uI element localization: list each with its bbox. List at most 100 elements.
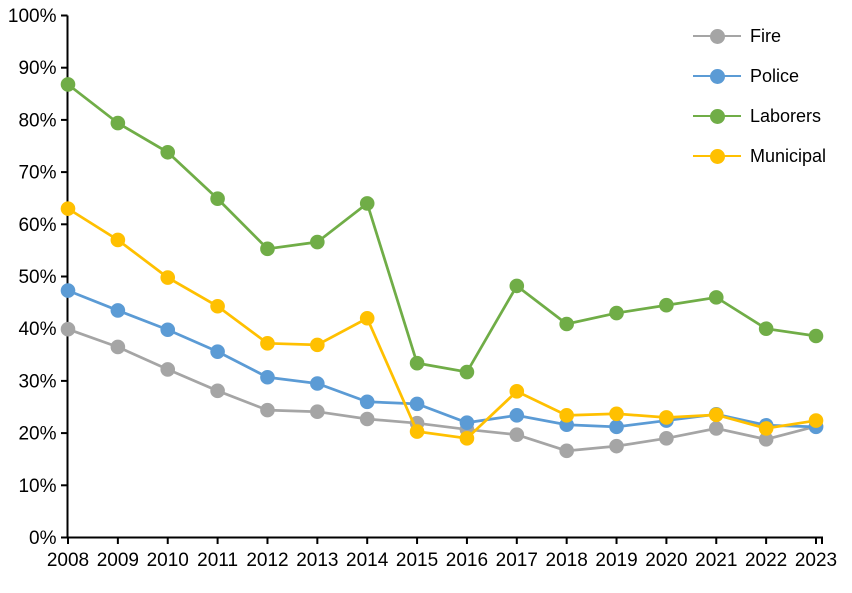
series-marker-fire [758,432,774,447]
y-tick-label: 10% [18,476,56,497]
y-tick-label: 0% [29,528,57,549]
series-marker-laborers [758,321,774,337]
x-tick-label: 2014 [346,550,389,571]
series-marker-fire [609,438,624,454]
series-line-police [67,289,817,429]
police-line-marker-icon [693,68,741,84]
series-marker-police [609,419,624,435]
series-marker-fire [708,421,724,436]
series-marker-municipal [559,408,574,423]
series-marker-municipal [659,410,674,425]
series-marker-laborers [509,278,525,294]
series-marker-municipal [160,270,176,285]
series-marker-laborers [210,191,225,207]
legend-label-police: Police [750,65,800,86]
series-line-fire [67,327,817,453]
series-marker-fire [310,404,325,419]
series-marker-fire [509,427,525,442]
legend-item-police: Police [693,56,826,96]
series-marker-municipal [359,310,375,326]
y-tick-label: 90% [18,58,56,79]
series-line-municipal [67,207,817,440]
series-marker-municipal [808,413,824,428]
x-tick-label: 2020 [645,550,687,571]
laborers-line-marker-icon [693,108,741,124]
series-marker-police [110,303,126,318]
series-marker-police [359,394,375,410]
y-tick-label: 80% [18,110,56,131]
series-marker-fire [210,383,225,399]
legend-label-municipal: Municipal [750,145,827,166]
x-tick-label: 2022 [745,550,787,571]
legend: Fire Police Laborers Municipal [693,16,826,176]
series-marker-municipal [609,406,624,422]
series-marker-fire [260,402,275,418]
series-marker-police [459,415,475,430]
series-marker-police [409,396,425,412]
series-marker-municipal [110,232,126,248]
x-tick-label: 2017 [496,550,538,571]
legend-item-fire: Fire [693,16,826,56]
series-marker-laborers [609,305,624,321]
x-tick-label: 2019 [595,550,637,571]
series-marker-municipal [409,424,425,439]
fire-line-marker-icon [693,28,741,44]
y-tick-label: 70% [18,163,56,184]
x-tick-label: 2012 [246,550,288,571]
series-marker-municipal [459,431,475,446]
legend-item-laborers: Laborers [693,96,826,136]
x-tick-label: 2015 [396,550,438,571]
series-marker-municipal [310,337,325,353]
series-marker-municipal [758,421,774,436]
series-marker-laborers [409,355,425,371]
series-marker-municipal [210,298,225,314]
x-tick-label: 2008 [47,550,89,571]
series-marker-laborers [60,77,76,92]
series-marker-fire [110,339,126,355]
series-marker-laborers [310,234,325,250]
series-marker-municipal [708,407,724,423]
y-tick-label: 20% [18,424,56,445]
x-tick-label: 2013 [296,550,338,571]
x-tick-label: 2018 [546,550,588,571]
series-marker-laborers [808,328,824,344]
legend-label-laborers: Laborers [750,105,822,126]
x-tick-label: 2011 [197,550,238,571]
x-tick-label: 2023 [795,550,837,571]
series-marker-fire [60,321,76,337]
series-marker-laborers [260,241,275,257]
series-marker-police [509,408,525,423]
series-marker-police [210,344,225,359]
y-tick-label: 40% [18,319,56,340]
series-marker-police [160,322,176,338]
series-marker-fire [359,411,375,427]
legend-label-fire: Fire [750,25,781,46]
x-tick-label: 2021 [695,550,737,571]
series-marker-laborers [110,115,126,131]
y-tick-label: 100% [8,6,57,27]
series-marker-laborers [559,316,574,332]
series-marker-laborers [659,297,674,313]
series-marker-laborers [708,290,724,305]
series-marker-municipal [509,384,525,399]
series-line-laborers [67,83,817,374]
x-tick-label: 2016 [446,550,488,571]
series-marker-fire [160,362,176,377]
y-tick-label: 30% [18,371,56,392]
series-marker-fire [559,443,574,459]
series-marker-laborers [160,144,176,160]
y-tick-label: 50% [18,267,56,288]
x-tick-label: 2010 [147,550,189,571]
series-marker-laborers [459,364,475,380]
municipal-line-marker-icon [693,148,741,164]
series-marker-police [310,376,325,391]
series-marker-municipal [60,201,76,216]
series-marker-laborers [359,196,375,211]
series-marker-police [260,369,275,385]
series-marker-police [60,283,76,298]
y-tick-label: 60% [18,215,56,236]
x-tick-label: 2009 [97,550,139,571]
series-marker-municipal [260,336,275,351]
